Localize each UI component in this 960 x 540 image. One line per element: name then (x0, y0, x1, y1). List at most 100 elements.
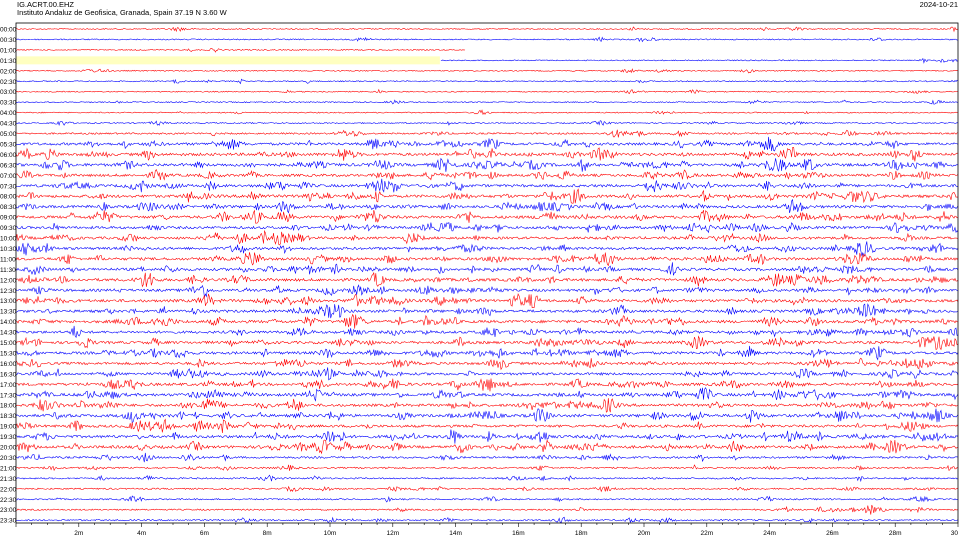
seismic-trace-0630 (15, 157, 959, 172)
row-label: 05:00 (0, 131, 17, 138)
row-label: 09:00 (0, 215, 17, 222)
x-tick-label: 16m (512, 530, 525, 537)
seismic-trace-2100 (15, 464, 959, 472)
seismic-trace-0030 (15, 36, 959, 43)
x-tick-label: 2m (74, 530, 83, 537)
station-code: IG.ACRT.00.EHZ (17, 0, 74, 9)
seismic-trace-1130 (15, 262, 959, 276)
row-label: 00:00 (0, 27, 17, 34)
row-label: 01:00 (0, 47, 17, 54)
row-label: 07:00 (0, 173, 17, 180)
seismic-trace-2000 (15, 439, 959, 455)
row-label: 14:00 (0, 319, 17, 326)
trace-layer (15, 26, 959, 524)
seismic-trace-0700 (15, 168, 959, 181)
row-label: 02:30 (0, 79, 17, 86)
x-tick-label: 28m (889, 530, 902, 537)
seismic-trace-0400 (15, 109, 959, 116)
x-tick-label: 26m (826, 530, 839, 537)
x-tick-label: 30 (951, 530, 959, 537)
seismic-trace-1400 (15, 313, 959, 329)
row-label: 11:30 (0, 267, 16, 274)
row-label: 18:00 (0, 403, 17, 410)
seismic-trace-1800 (15, 398, 959, 413)
row-label: 21:00 (0, 465, 17, 472)
seismic-trace-0800 (15, 188, 959, 204)
row-label: 10:00 (0, 236, 17, 243)
x-tick-label: 4m (137, 530, 146, 537)
row-label: 05:30 (0, 141, 17, 148)
seismic-trace-1430 (15, 325, 959, 339)
row-label: 06:00 (0, 152, 17, 159)
row-label: 10:30 (0, 246, 17, 253)
x-tick-label: 6m (200, 530, 209, 537)
row-label: 23:30 (0, 518, 17, 525)
row-label: 12:00 (0, 277, 17, 284)
seismic-trace-1700 (15, 378, 959, 392)
row-label: 09:30 (0, 225, 17, 232)
row-label: 14:30 (0, 330, 17, 337)
seismic-trace-0330 (15, 99, 959, 105)
seismic-trace-0200 (15, 68, 959, 74)
seismic-trace-1030 (15, 241, 959, 257)
seismic-trace-1500 (15, 335, 959, 351)
row-label: 22:00 (0, 486, 17, 493)
row-label: 00:30 (0, 37, 17, 44)
seismic-trace-2130 (15, 474, 959, 483)
row-label: 17:00 (0, 382, 17, 389)
x-tick-label: 10m (324, 530, 337, 537)
row-label: 21:30 (0, 476, 17, 483)
institute-label: Instituto Andaluz de Geofisica, Granada,… (17, 8, 227, 17)
seismic-trace-1600 (15, 357, 959, 371)
seismic-trace-0130 (440, 57, 959, 64)
row-label: 01:30 (0, 58, 17, 65)
x-tick-label: 24m (763, 530, 776, 537)
seismic-trace-0600 (15, 147, 959, 162)
seismic-trace-0730 (15, 178, 959, 193)
seismic-trace-1100 (15, 252, 959, 267)
row-label: 08:30 (0, 204, 17, 211)
seismic-trace-0230 (15, 78, 959, 85)
seismic-trace-0100 (15, 47, 466, 53)
row-label: 16:00 (0, 361, 17, 368)
seismic-trace-1830 (15, 408, 959, 424)
x-tick-label: 12m (386, 530, 399, 537)
seismic-trace-1530 (15, 345, 959, 361)
seismic-trace-1200 (15, 271, 959, 288)
seismic-trace-0530 (15, 136, 959, 152)
seismic-trace-1300 (15, 293, 959, 308)
seismic-trace-1730 (15, 387, 959, 402)
row-label: 07:30 (0, 183, 17, 190)
row-label: 18:30 (0, 413, 17, 420)
row-label: 03:30 (0, 100, 17, 107)
seismic-trace-1930 (15, 429, 959, 444)
seismic-trace-1900 (15, 418, 959, 434)
row-label: 13:30 (0, 309, 17, 316)
seismic-trace-1330 (15, 303, 959, 319)
date-label: 2024-10-21 (919, 0, 958, 9)
row-label: 15:00 (0, 340, 17, 347)
x-axis: 2m 4m 6m 8m 10m 12m 14m 16m 18m 20m 22m 24m 26m 28m 30 (15, 22, 959, 537)
row-label: 03:00 (0, 89, 17, 96)
gap-highlight (16, 56, 440, 65)
seismic-trace-2200 (15, 485, 959, 493)
x-tick-label: 8m (263, 530, 272, 537)
row-label: 22:30 (0, 497, 17, 504)
seismic-trace-0830 (15, 198, 959, 214)
x-tick-label: 18m (575, 530, 588, 537)
row-label-layer: 00:00 00:30 01:00 01:30 02:00 02:30 03:00 03:30… (0, 27, 17, 525)
seismic-trace-2330 (15, 516, 959, 524)
row-label: 20:30 (0, 455, 17, 462)
row-label: 04:30 (0, 121, 17, 128)
seismic-trace-2030 (15, 452, 959, 463)
x-tick-label: 20m (638, 530, 651, 537)
x-tick-label: 22m (700, 530, 713, 537)
seismic-trace-1630 (15, 367, 959, 381)
row-label: 12:30 (0, 288, 17, 295)
row-label: 11:00 (0, 256, 16, 263)
seismic-trace-0430 (15, 120, 959, 126)
row-label: 19:00 (0, 424, 17, 431)
seismic-trace-1230 (15, 284, 959, 298)
row-label: 19:30 (0, 434, 17, 441)
